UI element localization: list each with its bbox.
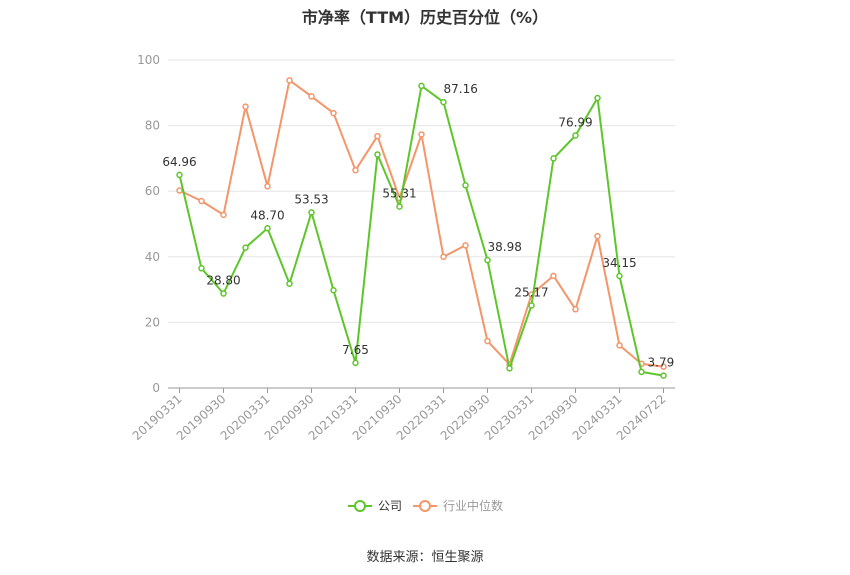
data-point	[484, 256, 491, 264]
data-point	[286, 280, 293, 287]
chart-title: 市净率（TTM）历史百分位（%）	[301, 8, 549, 27]
data-point	[418, 82, 425, 90]
data-point	[528, 302, 535, 309]
data-point	[484, 337, 491, 345]
data-point	[352, 166, 359, 174]
data-label: 64.96	[162, 155, 196, 169]
data-point	[198, 265, 205, 272]
legend-marker-industry	[419, 500, 431, 512]
data-point	[330, 287, 337, 294]
legend-label-industry: 行业中位数	[443, 498, 503, 513]
data-point	[264, 183, 271, 190]
data-point	[308, 93, 315, 100]
data-point	[286, 77, 293, 84]
data-point	[462, 242, 469, 249]
data-point	[176, 187, 183, 194]
data-point	[462, 182, 469, 189]
data-point	[572, 132, 579, 139]
data-point	[220, 290, 227, 297]
data-point	[594, 232, 601, 240]
data-label: 7.65	[342, 343, 369, 357]
data-label: 28.80	[206, 274, 240, 288]
data-label: 48.70	[250, 208, 284, 222]
data-point	[264, 225, 271, 232]
y-tick-label: 60	[145, 184, 160, 198]
data-label: 87.16	[444, 82, 478, 96]
data-point	[572, 306, 579, 313]
data-label: 38.98	[488, 240, 522, 254]
data-point	[594, 94, 601, 102]
data-point	[616, 342, 623, 349]
data-point	[198, 197, 205, 205]
data-point	[220, 211, 227, 219]
data-point	[330, 109, 337, 117]
data-point	[308, 209, 315, 216]
legend-label-company: 公司	[378, 499, 402, 513]
data-point	[550, 155, 557, 162]
legend-marker-company	[354, 500, 366, 512]
data-point	[660, 363, 667, 370]
data-point	[638, 368, 645, 376]
data-label: 55.31	[382, 187, 416, 201]
data-source: 数据来源：恒生聚源	[366, 550, 484, 565]
data-label: 53.53	[294, 192, 328, 206]
data-point	[374, 132, 381, 140]
data-point	[506, 365, 513, 372]
data-point	[418, 131, 425, 138]
data-point	[352, 359, 359, 367]
data-point	[550, 272, 557, 280]
data-label: 34.15	[602, 256, 636, 270]
data-label: 76.99	[558, 115, 592, 129]
y-tick-label: 0	[152, 381, 160, 395]
y-tick-label: 20	[145, 315, 160, 329]
data-point	[440, 98, 447, 106]
data-label: 25.17	[514, 285, 548, 299]
data-point	[660, 372, 667, 379]
data-point	[396, 203, 403, 210]
data-point	[616, 272, 623, 280]
data-point	[242, 103, 249, 110]
data-point	[176, 171, 183, 179]
y-tick-label: 100	[137, 53, 160, 67]
data-point	[440, 253, 447, 261]
data-label: 3.79	[648, 356, 675, 370]
y-tick-label: 80	[145, 119, 160, 133]
data-point	[242, 244, 249, 251]
data-point	[374, 151, 381, 158]
y-tick-label: 40	[145, 250, 160, 264]
